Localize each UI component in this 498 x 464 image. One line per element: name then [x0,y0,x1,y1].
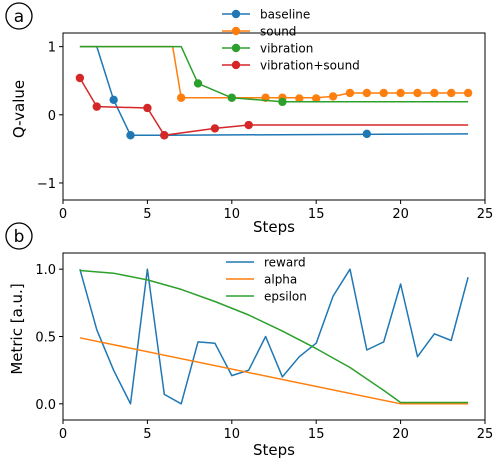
y-axis-label: Q-value [10,80,28,138]
data-point-vibration-sound [143,103,152,113]
legend-label-vibration: vibration [260,42,313,56]
legend-marker-vibration-sound [231,60,241,70]
data-point-vibration-sound [92,102,101,111]
data-point-baseline [109,95,118,105]
legend-label-epsilon: epsilon [264,290,307,304]
x-tick-label: 10 [224,207,241,222]
legend-label-sound: sound [260,25,296,39]
panel-label-circle [5,2,33,30]
data-point-vibration [193,79,203,88]
series-line-reward [79,268,469,405]
y-tick-label: 0.5 [35,331,56,346]
legend-label-baseline: baseline [260,8,310,22]
x-tick-label: 25 [477,427,494,442]
y-tick-label: 0 [48,109,56,124]
panel-label: b [14,227,25,247]
x-tick-label: 10 [224,427,241,442]
data-point-vibration-sound [75,73,85,83]
data-point-vibration-sound [210,124,220,133]
series-line-alpha [79,337,469,405]
x-tick-label: 0 [59,207,67,222]
data-point-sound [295,94,304,103]
legend-marker-baseline [231,9,241,19]
legend-label-alpha: alpha [264,273,297,287]
panel-a: a Steps Q-value 0 5 10 15 20 25−101baselineso… [5,2,494,236]
data-point-vibration-sound [160,131,169,140]
data-point-sound [362,88,372,98]
data-point-baseline [126,131,135,140]
y-tick-label: 1 [48,41,56,56]
series-line-epsilon [79,269,469,404]
x-tick-label: 0 [59,427,67,442]
legend-label-vibration-sound: vibration+sound [260,59,360,73]
panel-b: b Steps Metric [a.u.] 0 5 10 15 20 25 0.0 0.5 1.… [5,222,494,459]
data-point-sound [430,88,439,98]
x-axis-label: Steps [253,441,295,459]
x-tick-label: 5 [143,427,151,442]
series-line-vibration [79,45,469,103]
data-point-sound [328,92,338,101]
y-tick-label: 0.0 [35,398,56,413]
data-point-vibration-sound [244,120,253,130]
x-tick-label: 5 [143,207,151,222]
x-tick-label: 15 [308,427,325,442]
data-point-sound [396,88,405,98]
data-point-sound [447,88,456,98]
x-tick-label: 20 [392,207,409,222]
x-axis-label: Steps [253,218,295,236]
y-axis-label: Metric [a.u.] [8,283,26,374]
y-tick-label: −1 [37,177,56,192]
y-tick-label: 1.0 [35,263,56,278]
legend-marker-sound [231,26,241,36]
series-line-vibration-sound [79,77,469,136]
x-tick-label: 20 [392,427,409,442]
data-point-sound [379,88,388,98]
panel-label: a [14,7,24,27]
data-point-sound [463,88,473,98]
data-point-sound [176,93,186,102]
plot-frame [62,32,486,201]
data-point-sound [312,94,321,103]
legend-label-reward: reward [264,256,306,270]
x-tick-label: 15 [308,207,325,222]
data-point-sound [345,88,355,98]
data-point-vibration [227,93,236,102]
data-point-baseline [362,129,372,139]
data-point-sound [413,88,422,98]
x-tick-label: 25 [477,207,494,222]
data-point-vibration [278,97,287,107]
panel-label-circle [5,222,33,250]
legend-marker-vibration [231,43,241,53]
